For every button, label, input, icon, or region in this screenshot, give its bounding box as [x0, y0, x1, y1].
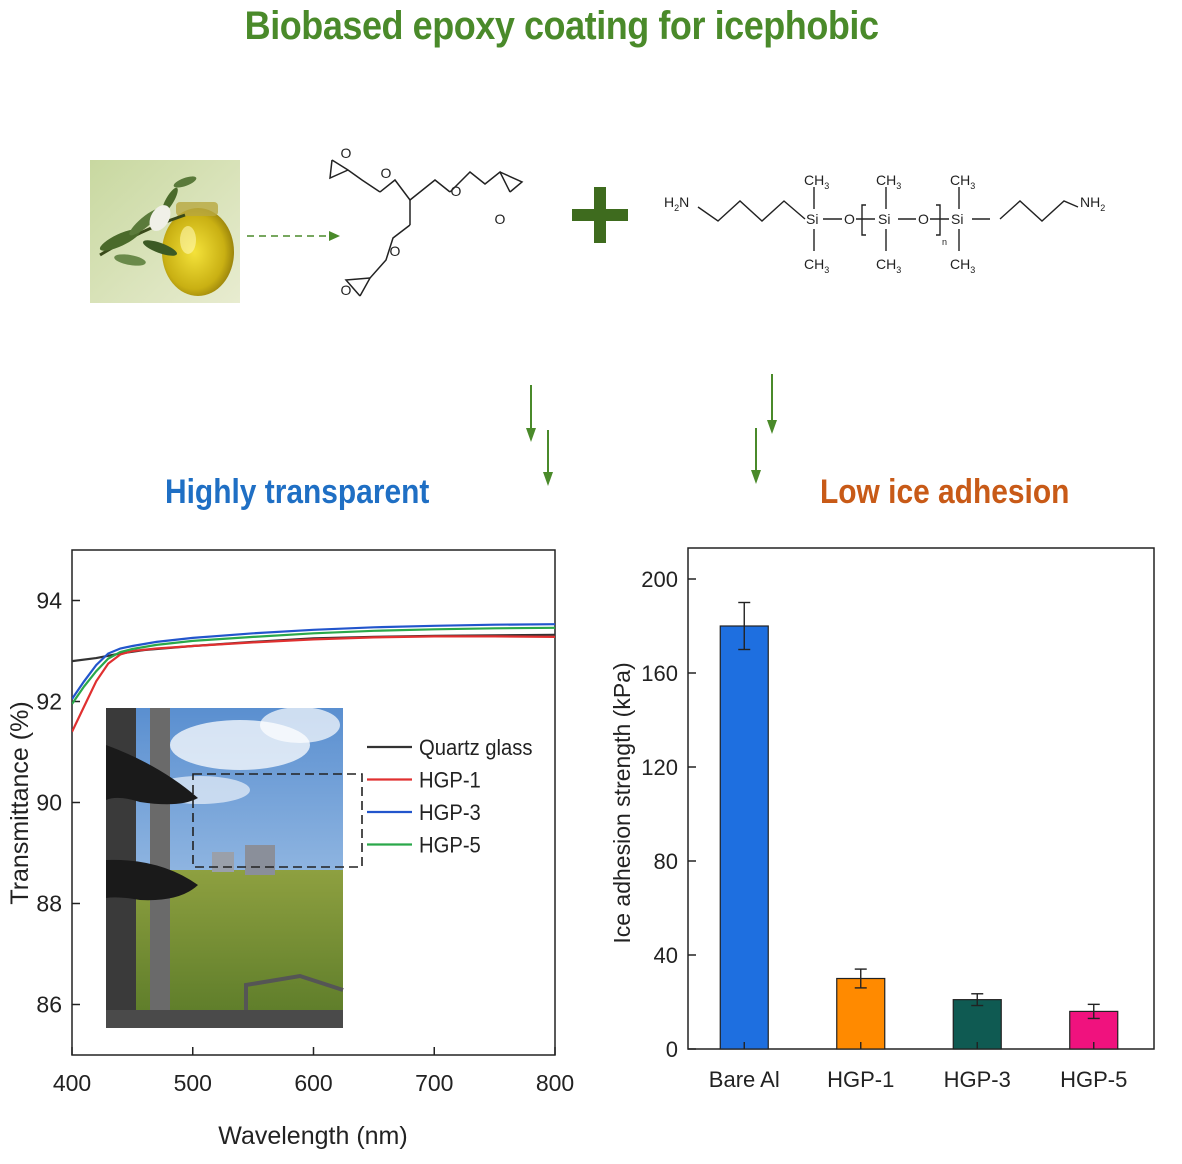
low-ice-adhesion-label: Low ice adhesion: [820, 473, 1070, 511]
x-tick-label: HGP-1: [827, 1067, 894, 1092]
y-tick-label: 88: [36, 891, 62, 917]
y-tick-label: 160: [641, 661, 678, 686]
methyl-label: CH3: [804, 256, 829, 275]
methyl-label: CH3: [876, 256, 901, 275]
bar: [952, 999, 1002, 1050]
highly-transparent-label: Highly transparent: [165, 473, 430, 511]
y-tick-label: 94: [36, 588, 62, 614]
zoom-dashed-box: [192, 773, 363, 868]
oxygen-label: O: [341, 282, 352, 298]
oxygen-label: O: [451, 183, 462, 199]
oxygen-label: O: [381, 165, 392, 181]
silicon-label: Si: [806, 211, 818, 227]
repeat-unit-label: n: [942, 237, 947, 247]
main-title: Biobased epoxy coating for icephobic: [244, 4, 879, 48]
y-axis-label: Ice adhesion strength (kPa): [609, 662, 635, 943]
bar: [836, 977, 886, 1050]
pdms-diamine-structure: H2N Si O Si O Si n NH2 CH3 CH3 CH3 CH3 C…: [664, 172, 1105, 275]
silicon-label: Si: [878, 211, 890, 227]
olive-oil-photo: [90, 160, 240, 303]
x-tick-label: 500: [174, 1070, 212, 1096]
y-tick-label: 90: [36, 790, 62, 816]
x-tick-label: HGP-3: [944, 1067, 1011, 1092]
amine-group-left: H2N: [664, 194, 689, 213]
methyl-label: CH3: [804, 172, 829, 191]
y-tick-label: 86: [36, 992, 62, 1018]
y-tick-label: 0: [666, 1037, 678, 1062]
oxygen-label: O: [390, 243, 401, 259]
x-tick-label: 400: [53, 1070, 91, 1096]
legend-label: HGP-3: [419, 801, 481, 825]
series-line: [72, 635, 555, 733]
epoxy-monomer-structure: O O O O O O: [329, 145, 524, 298]
down-arrows-left: [526, 385, 553, 486]
oxygen-label: O: [341, 145, 352, 161]
y-tick-label: 200: [641, 567, 678, 592]
y-tick-label: 40: [654, 943, 678, 968]
legend-label: HGP-1: [419, 769, 481, 793]
oxygen-label: O: [844, 211, 855, 227]
legend-label: Quartz glass: [419, 736, 533, 760]
window-view-photo: [106, 707, 344, 1028]
series-line: [72, 623, 555, 700]
x-tick-label: Bare Al: [709, 1067, 780, 1092]
x-tick-label: 800: [536, 1070, 574, 1096]
x-tick-label: 700: [415, 1070, 453, 1096]
y-axis-label: Transmittance (%): [6, 701, 34, 904]
legend-label: HGP-5: [419, 834, 481, 858]
y-tick-label: 92: [36, 689, 62, 715]
amine-group-right: NH2: [1080, 194, 1105, 213]
methyl-label: CH3: [950, 256, 975, 275]
transmittance-chart: 400 500 600 700 800 86 88 90 92 94 Quartz glass HG…: [6, 549, 574, 1150]
silicon-label: Si: [951, 211, 963, 227]
dashed-arrow: [247, 231, 340, 241]
x-tick-label: HGP-5: [1060, 1067, 1127, 1092]
plot-frame: [687, 547, 1155, 1050]
oxygen-label: O: [918, 211, 929, 227]
series-line: [72, 626, 555, 705]
bar: [719, 625, 769, 1050]
x-axis-label: Wavelength (nm): [218, 1122, 407, 1150]
y-tick-label: 80: [654, 849, 678, 874]
plus-icon: [572, 187, 628, 243]
y-tick-label: 120: [641, 755, 678, 780]
oxygen-label: O: [495, 211, 506, 227]
down-arrows-right: [751, 374, 777, 484]
methyl-label: CH3: [876, 172, 901, 191]
x-tick-label: 600: [294, 1070, 332, 1096]
ice-adhesion-chart: 0 40 80 120 160 200 Bare Al HGP-1 HGP-3 HGP-5 Ic…: [609, 547, 1155, 1092]
methyl-label: CH3: [950, 172, 975, 191]
